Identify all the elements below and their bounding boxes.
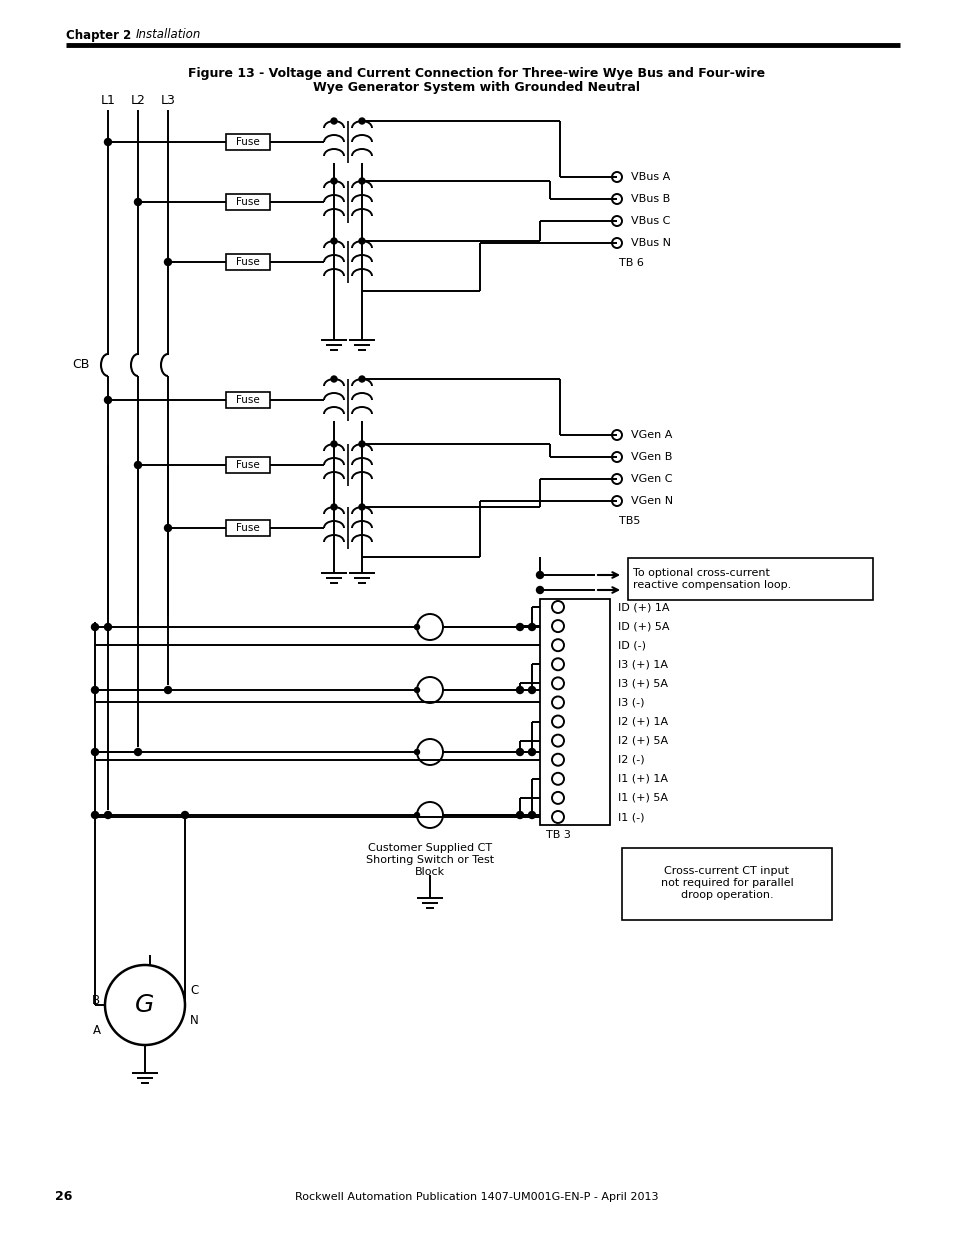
Circle shape [414, 750, 419, 755]
Circle shape [164, 525, 172, 531]
Text: I3 (+) 1A: I3 (+) 1A [618, 659, 667, 669]
Circle shape [134, 199, 141, 205]
Circle shape [134, 462, 141, 468]
Text: ID (+) 5A: ID (+) 5A [618, 621, 669, 631]
Circle shape [331, 441, 336, 447]
Circle shape [358, 178, 365, 184]
Circle shape [105, 138, 112, 146]
Circle shape [358, 238, 365, 245]
Circle shape [528, 624, 535, 631]
Text: I3 (-): I3 (-) [618, 698, 644, 708]
Text: L3: L3 [160, 94, 175, 107]
Circle shape [331, 504, 336, 510]
Text: C: C [190, 983, 198, 997]
Circle shape [516, 811, 523, 819]
Circle shape [331, 178, 336, 184]
Circle shape [91, 811, 98, 819]
Text: Fuse: Fuse [236, 137, 259, 147]
FancyBboxPatch shape [226, 391, 270, 408]
Circle shape [331, 375, 336, 382]
Text: VGen A: VGen A [630, 430, 672, 440]
Circle shape [91, 687, 98, 694]
Text: Fuse: Fuse [236, 459, 259, 471]
Circle shape [91, 624, 98, 631]
Text: 26: 26 [55, 1191, 72, 1203]
Circle shape [528, 687, 535, 694]
Circle shape [358, 375, 365, 382]
Text: Fuse: Fuse [236, 395, 259, 405]
Text: L2: L2 [131, 94, 145, 107]
Text: VGen C: VGen C [630, 474, 672, 484]
Circle shape [414, 625, 419, 630]
Text: CB: CB [71, 358, 90, 372]
FancyBboxPatch shape [226, 254, 270, 270]
Circle shape [164, 687, 172, 694]
Circle shape [528, 811, 535, 819]
Text: Installation: Installation [136, 28, 201, 42]
FancyBboxPatch shape [226, 135, 270, 149]
Text: G: G [135, 993, 154, 1016]
Text: Wye Generator System with Grounded Neutral: Wye Generator System with Grounded Neutr… [314, 82, 639, 95]
Text: VBus A: VBus A [630, 172, 670, 182]
Text: Cross-current CT input
not required for parallel
droop operation.: Cross-current CT input not required for … [659, 867, 793, 899]
Text: VBus C: VBus C [630, 216, 670, 226]
Circle shape [331, 119, 336, 124]
Circle shape [516, 687, 523, 694]
FancyBboxPatch shape [226, 194, 270, 210]
Circle shape [105, 811, 112, 819]
Text: Rockwell Automation Publication 1407-UM001G-EN-P - April 2013: Rockwell Automation Publication 1407-UM0… [294, 1192, 659, 1202]
Text: TB 6: TB 6 [618, 258, 643, 268]
Text: TB5: TB5 [618, 516, 639, 526]
Text: Customer Supplied CT
Shorting Switch or Test
Block: Customer Supplied CT Shorting Switch or … [366, 844, 494, 877]
Text: VBus N: VBus N [630, 238, 670, 248]
Text: VGen N: VGen N [630, 496, 673, 506]
Text: I2 (+) 1A: I2 (+) 1A [618, 716, 667, 726]
FancyBboxPatch shape [621, 848, 831, 920]
Circle shape [516, 748, 523, 756]
Text: To optional cross-current
reactive compensation loop.: To optional cross-current reactive compe… [633, 568, 790, 590]
Circle shape [164, 258, 172, 266]
Text: TB 3: TB 3 [545, 830, 570, 840]
Text: ID (-): ID (-) [618, 640, 645, 650]
Text: VBus B: VBus B [630, 194, 670, 204]
Circle shape [358, 441, 365, 447]
Circle shape [528, 748, 535, 756]
Text: L1: L1 [100, 94, 115, 107]
Text: Chapter 2: Chapter 2 [66, 28, 132, 42]
FancyBboxPatch shape [226, 457, 270, 473]
Circle shape [358, 504, 365, 510]
Text: I1 (+) 5A: I1 (+) 5A [618, 793, 667, 803]
Text: I2 (+) 5A: I2 (+) 5A [618, 736, 667, 746]
Circle shape [91, 748, 98, 756]
Circle shape [414, 688, 419, 693]
Text: Fuse: Fuse [236, 198, 259, 207]
Circle shape [414, 813, 419, 818]
Text: I2 (-): I2 (-) [618, 755, 644, 764]
Text: A: A [92, 1024, 101, 1036]
FancyBboxPatch shape [539, 599, 609, 825]
Text: ID (+) 1A: ID (+) 1A [618, 601, 669, 613]
Text: Fuse: Fuse [236, 522, 259, 534]
Circle shape [516, 624, 523, 631]
Text: I3 (+) 5A: I3 (+) 5A [618, 678, 667, 688]
Circle shape [105, 624, 112, 631]
Circle shape [358, 119, 365, 124]
Circle shape [105, 396, 112, 404]
FancyBboxPatch shape [226, 520, 270, 536]
Text: I1 (+) 1A: I1 (+) 1A [618, 774, 667, 784]
Circle shape [181, 811, 189, 819]
Text: Fuse: Fuse [236, 257, 259, 267]
Circle shape [331, 238, 336, 245]
Circle shape [536, 572, 543, 578]
Text: VGen B: VGen B [630, 452, 672, 462]
Circle shape [536, 587, 543, 594]
Text: Figure 13 - Voltage and Current Connection for Three-wire Wye Bus and Four-wire: Figure 13 - Voltage and Current Connecti… [189, 67, 764, 79]
Circle shape [134, 748, 141, 756]
Text: N: N [190, 1014, 198, 1026]
Text: B: B [91, 993, 100, 1007]
FancyBboxPatch shape [627, 558, 872, 600]
Text: I1 (-): I1 (-) [618, 811, 644, 823]
